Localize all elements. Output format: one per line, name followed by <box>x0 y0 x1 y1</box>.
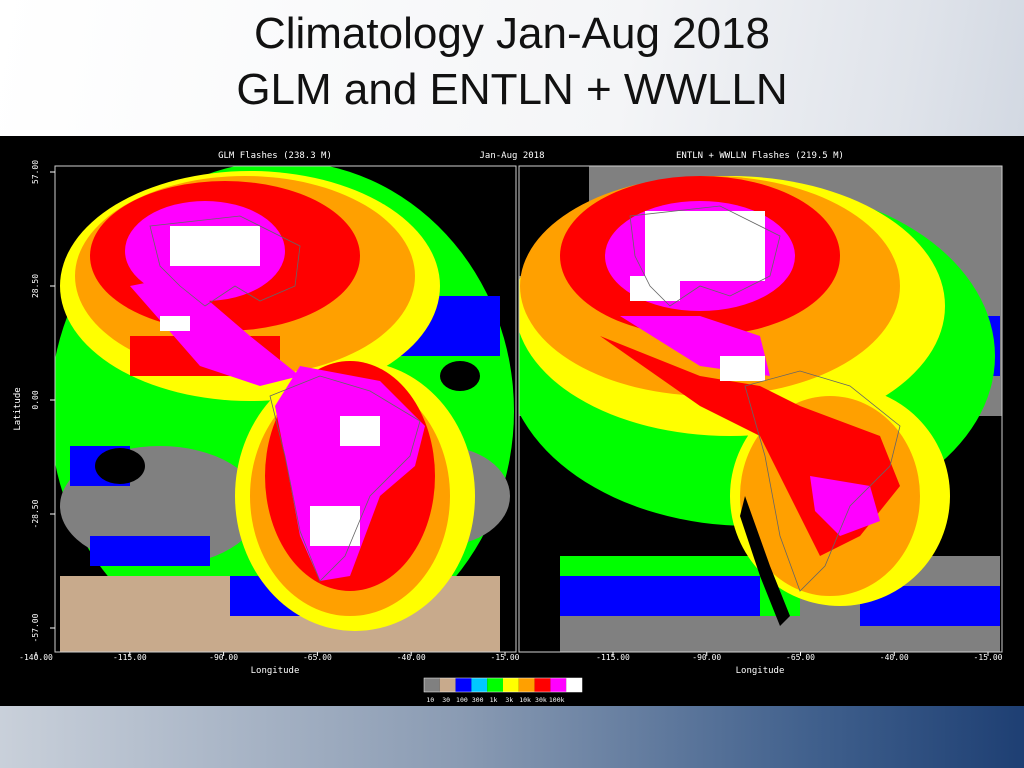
slide-title: Climatology Jan-Aug 2018 GLM and ENTLN +… <box>0 6 1024 118</box>
legend-frame <box>423 677 583 693</box>
legend-swatch <box>439 678 456 692</box>
legend-swatch <box>550 678 567 692</box>
entln-map-panel <box>519 166 1002 652</box>
left-longitude-ticks: -140.00 -115.00 -90.00 -65.00 -40.00 -15.00 <box>19 652 520 662</box>
right-x-axis-label: Longitude <box>736 666 785 676</box>
legend-swatch <box>487 678 503 692</box>
lon-tick-label: -40.00 <box>397 653 426 662</box>
right-panel-title: ENTLN + WWLLN Flashes (219.5 M) <box>676 151 844 161</box>
legend-label: 10 <box>426 696 434 704</box>
lon-tick-label: -65.00 <box>303 653 332 662</box>
legend-label: 300 <box>472 696 484 704</box>
lon-tick-label: -115.00 <box>113 653 147 662</box>
title-line-2: GLM and ENTLN + WWLLN <box>236 65 788 114</box>
lat-tick-label: -28.50 <box>31 499 40 528</box>
legend-label: 100k <box>549 696 565 704</box>
left-panel-title: GLM Flashes (238.3 M) <box>218 151 332 161</box>
left-x-axis-label: Longitude <box>251 666 300 676</box>
legend-swatch <box>503 678 519 692</box>
legend-label: 100 <box>456 696 468 704</box>
lon-tick-label: -115.00 <box>596 653 630 662</box>
legend-swatch <box>455 678 472 692</box>
y-axis-label: Latitude <box>13 387 23 430</box>
legend-label: 3k <box>505 696 513 704</box>
legend-label: 1k <box>490 696 498 704</box>
legend-label: 10k <box>519 696 531 704</box>
glm-panel-frame <box>54 165 517 653</box>
lon-tick-label: -90.00 <box>209 653 238 662</box>
center-date-title: Jan-Aug 2018 <box>479 151 544 161</box>
lon-tick-label: -140.00 <box>19 653 53 662</box>
latitude-ticks: 57.00 28.50 0.00 -28.50 -57.00 <box>31 160 55 642</box>
legend-swatch <box>471 678 488 692</box>
lat-tick-label: 0.00 <box>31 390 40 409</box>
right-longitude-ticks: -115.00 -90.00 -65.00 -40.00 -15.00 <box>596 652 1003 662</box>
title-line-1: Climatology Jan-Aug 2018 <box>253 9 771 58</box>
legend-swatch <box>566 678 582 692</box>
footer-band <box>0 706 1024 768</box>
lon-tick-label: -65.00 <box>786 653 815 662</box>
legend-label: 30k <box>535 696 547 704</box>
legend-swatch <box>424 678 440 692</box>
glm-map-panel <box>55 166 516 652</box>
lat-tick-label: -57.00 <box>31 613 40 642</box>
lat-tick-label: 57.00 <box>31 160 40 184</box>
lat-tick-label: 28.50 <box>31 274 40 298</box>
entln-panel-frame <box>518 165 1003 653</box>
flash-maps-svg: GLM Flashes (238.3 M) Jan-Aug 2018 ENTLN… <box>13 151 1003 704</box>
flash-count-legend: 10 30 100 300 1k 3k 10k 30k 100k <box>423 677 583 704</box>
flash-density-figure: GLM Flashes (238.3 M) Jan-Aug 2018 ENTLN… <box>0 136 1024 706</box>
legend-swatch <box>534 678 551 692</box>
legend-label: 30 <box>442 696 450 704</box>
lon-tick-label: -15.00 <box>491 653 520 662</box>
lon-tick-label: -15.00 <box>974 653 1003 662</box>
lon-tick-label: -40.00 <box>880 653 909 662</box>
legend-swatch <box>518 678 535 692</box>
lon-tick-label: -90.00 <box>692 653 721 662</box>
